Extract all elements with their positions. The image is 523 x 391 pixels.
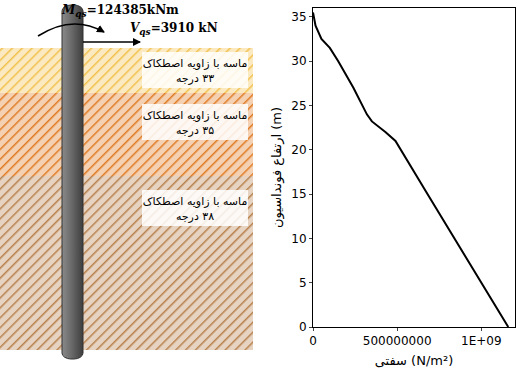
svg-text:ماسه با زاویه اصطکاک: ماسه با زاویه اصطکاک [143,57,248,70]
svg-text:1E+09: 1E+09 [461,334,502,348]
svg-text:ماسه با زاویه اصطکاک: ماسه با زاویه اصطکاک [143,195,248,208]
svg-text:۳۵ درجه: ۳۵ درجه [176,124,214,137]
svg-text:500000000: 500000000 [363,334,432,348]
svg-text:35: 35 [291,10,306,24]
svg-text:20: 20 [291,143,306,157]
svg-text:10: 10 [291,232,306,246]
svg-text:15: 15 [291,187,306,201]
svg-text:سفتی (N/m²): سفتی (N/m²) [375,353,454,368]
svg-text:0: 0 [309,334,317,348]
svg-text:25: 25 [291,99,306,113]
svg-text:5: 5 [299,276,307,290]
svg-text:0: 0 [299,320,307,334]
svg-text:۳۳ درجه: ۳۳ درجه [176,72,214,85]
svg-text:Vqs=3910 kN: Vqs=3910 kN [130,21,218,37]
svg-text:30: 30 [291,54,306,68]
svg-text:۳۸ درجه: ۳۸ درجه [176,210,214,223]
svg-text:ارتفاع فونداسیون (m): ارتفاع فونداسیون (m) [269,107,285,228]
svg-text:Mqs=124385kNm: Mqs=124385kNm [61,3,179,19]
svg-text:ماسه با زاویه اصطکاک: ماسه با زاویه اصطکاک [143,109,248,122]
